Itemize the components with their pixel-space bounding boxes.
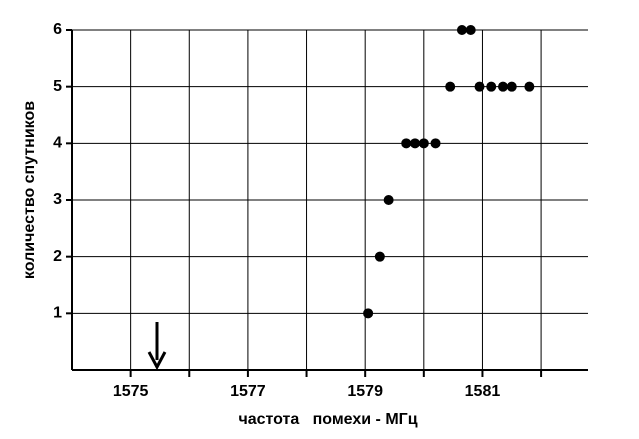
- point: [401, 138, 412, 149]
- x-tick-label: 1577: [230, 383, 266, 400]
- x-tick-label: 1579: [347, 383, 383, 400]
- point: [524, 81, 535, 92]
- point: [445, 81, 456, 92]
- y-tick-label: 5: [53, 78, 62, 95]
- point: [410, 138, 421, 149]
- point: [465, 25, 476, 35]
- point: [474, 81, 485, 92]
- x-axis-label: частота помехи - МГц: [238, 411, 417, 428]
- point: [497, 81, 508, 92]
- x-tick-label: 1575: [113, 383, 149, 400]
- point: [363, 308, 374, 319]
- point: [430, 138, 441, 149]
- arrow: [147, 322, 167, 371]
- y-axis-label: количество спутников: [21, 101, 38, 279]
- point: [418, 138, 429, 149]
- y-tick-label: 3: [53, 191, 62, 208]
- y-tick-label: 6: [53, 21, 62, 38]
- point: [374, 251, 385, 262]
- y-tick-label: 4: [53, 135, 62, 152]
- point: [456, 25, 467, 35]
- point: [383, 195, 394, 205]
- point: [486, 81, 497, 92]
- y-tick-label: 1: [53, 305, 62, 322]
- y-tick-label: 2: [53, 248, 62, 265]
- point: [506, 81, 517, 92]
- x-tick-label: 1581: [465, 383, 501, 400]
